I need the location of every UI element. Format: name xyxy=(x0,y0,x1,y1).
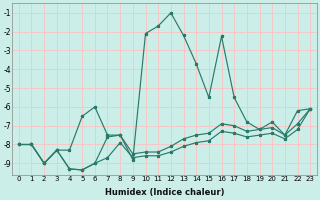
X-axis label: Humidex (Indice chaleur): Humidex (Indice chaleur) xyxy=(105,188,224,197)
